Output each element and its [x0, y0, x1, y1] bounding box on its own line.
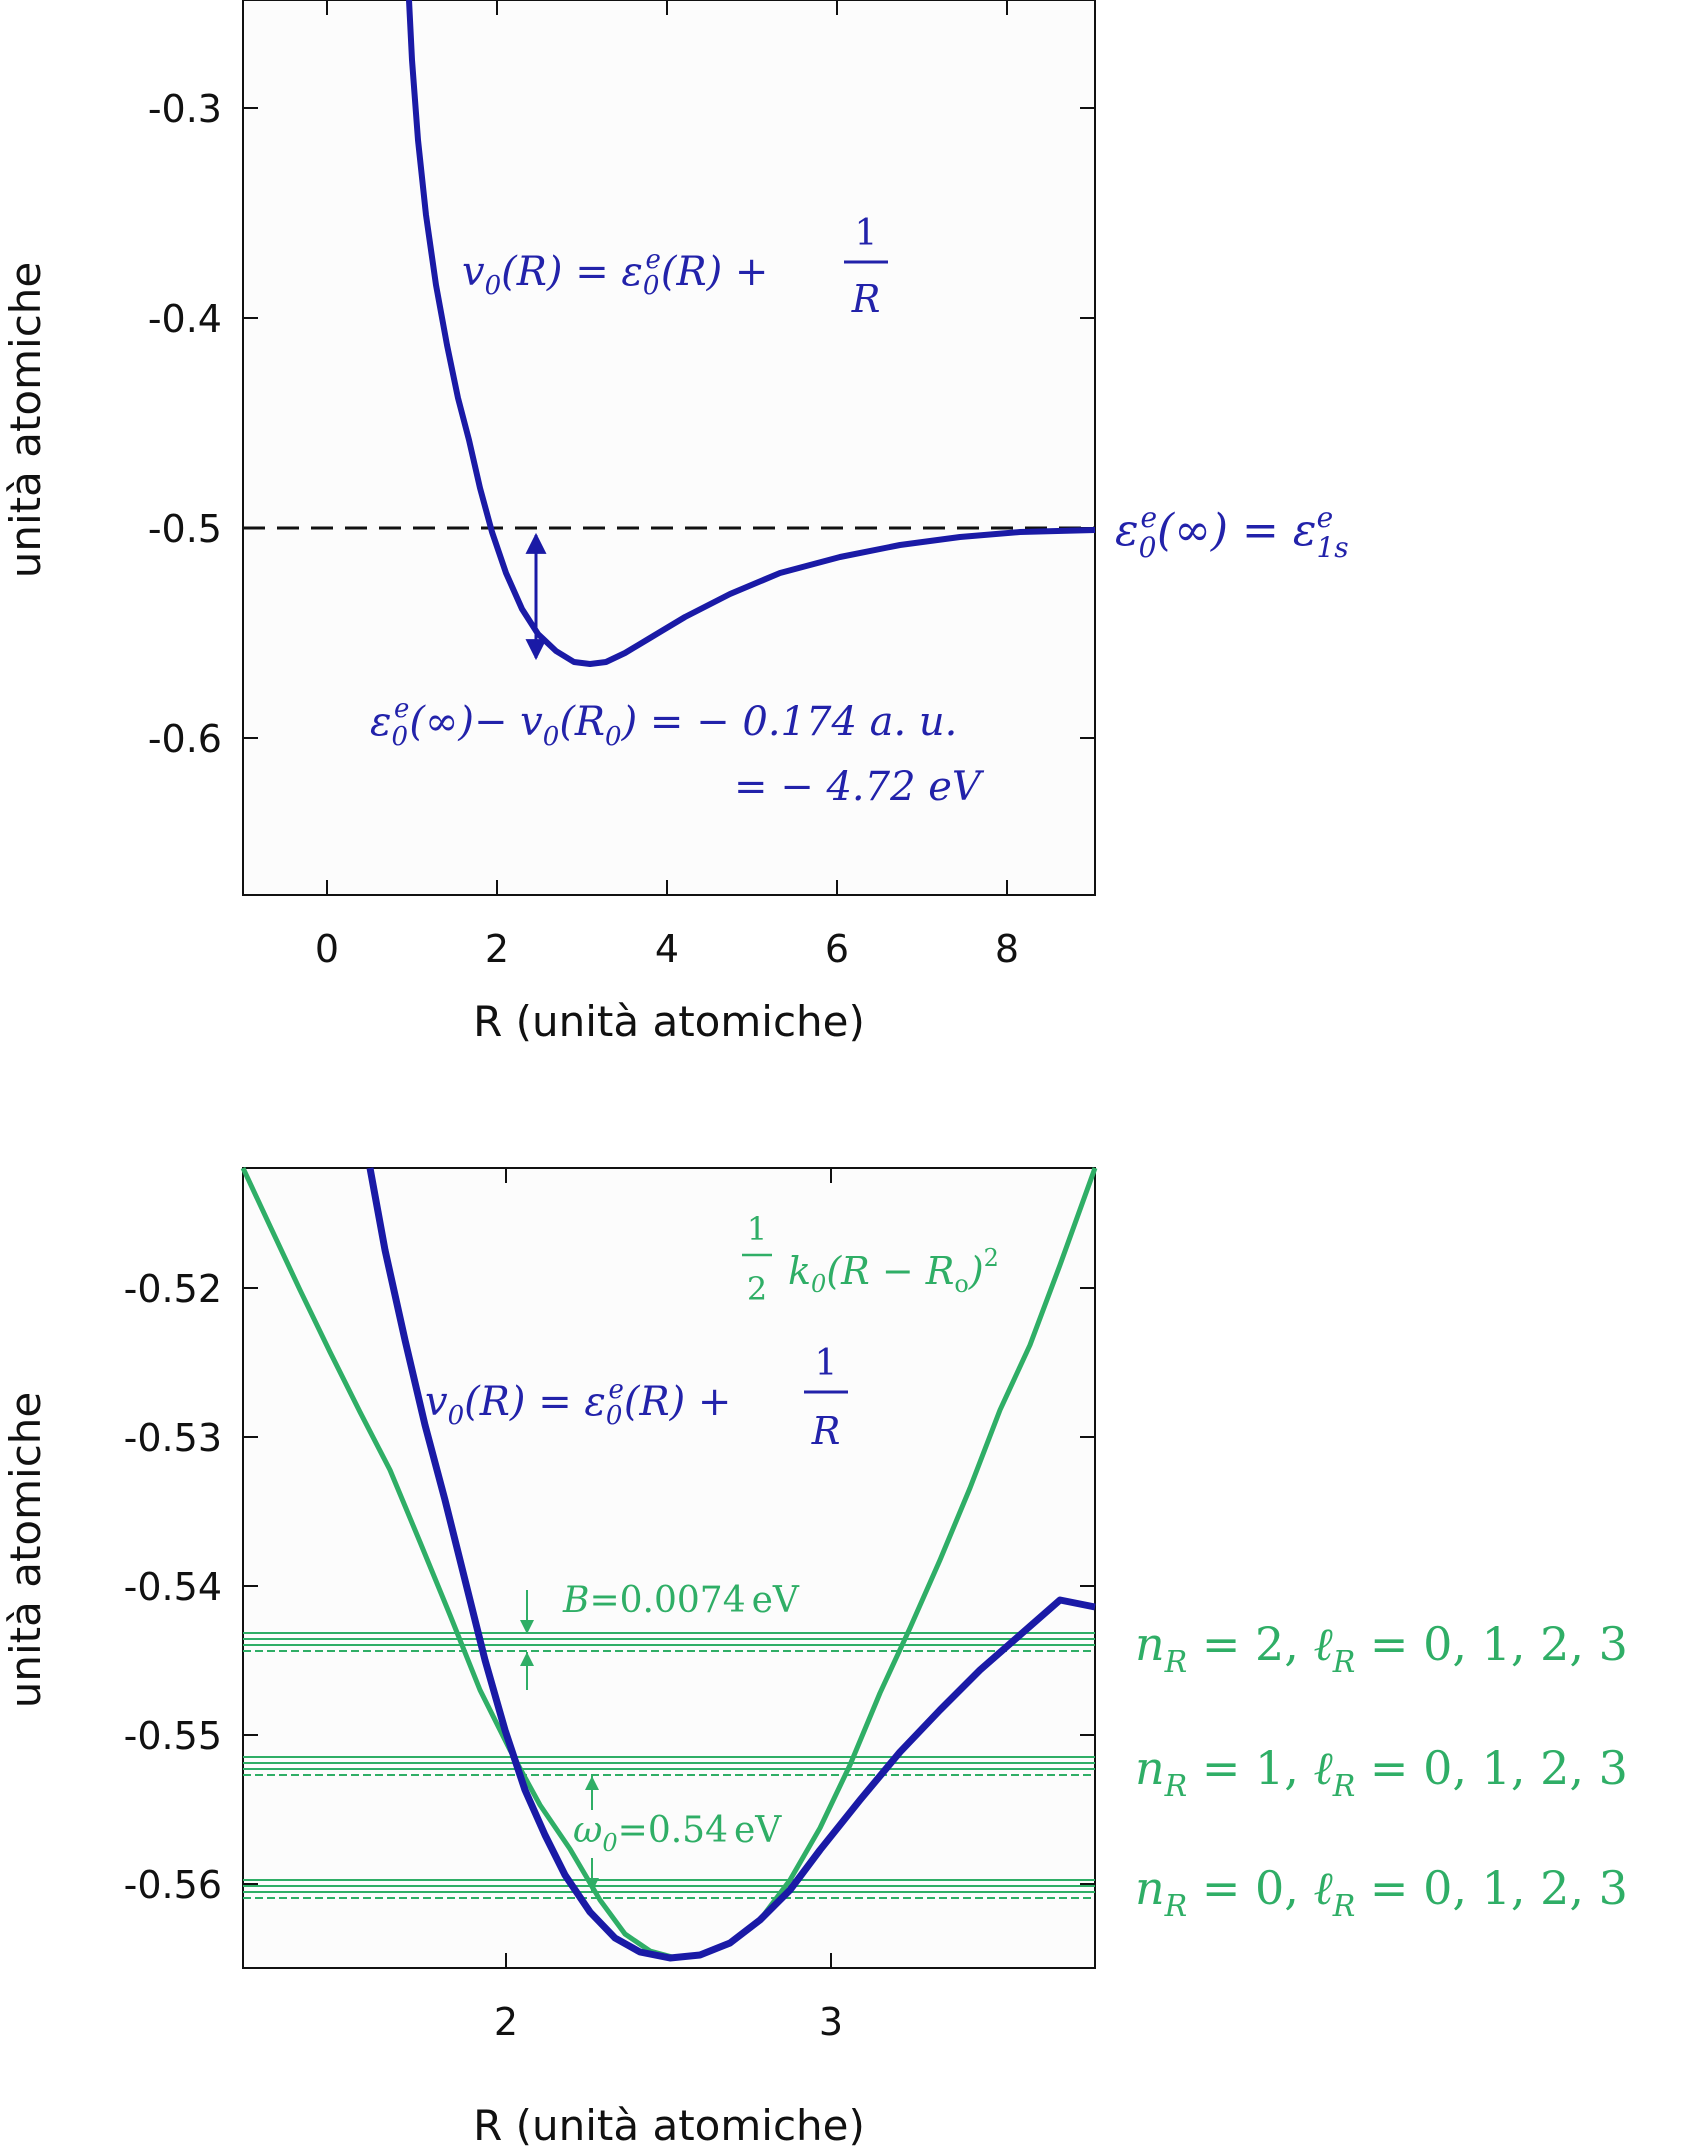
level-label-n0: nR = 0, ℓR = 0, 1, 2, 3: [1135, 1861, 1628, 1924]
svg-text:2: 2: [747, 1270, 767, 1308]
level-band-n2: [243, 1632, 1095, 1652]
top-y-tick-label: -0.4: [148, 297, 222, 341]
svg-text:1: 1: [855, 213, 878, 254]
bottom-x-tick-label: 3: [819, 2000, 843, 2044]
level-band-n0: [243, 1879, 1095, 1899]
bottom-y-axis-title: unità atomiche: [1, 1392, 50, 1709]
top-x-tick-label: 0: [315, 927, 339, 971]
top-x-ticks: [326, 0, 1008, 895]
top-x-tick-label: 8: [995, 927, 1019, 971]
top-potential-curve: [406, 0, 1096, 667]
level-band-n1: [243, 1756, 1095, 1776]
binding-energy-label-line2: = − 4.72 eV: [734, 764, 985, 810]
b-label: B=0.0074 eV: [562, 1580, 800, 1621]
svg-text:v0(R) = ε0e(R) +: v0(R) = ε0e(R) +: [462, 245, 768, 301]
top-x-axis-title: R (unità atomiche): [473, 997, 865, 1046]
top-y-tick-label: -0.5: [148, 507, 222, 551]
bottom-chart: 2 3 -0.52 -0.53 -0.54 -0.55 -0.56 R (uni…: [1, 1166, 1628, 2150]
top-y-tick-label: -0.3: [148, 87, 222, 131]
svg-text:v0(R) = ε0e(R) +: v0(R) = ε0e(R) +: [425, 1375, 731, 1431]
svg-text:R: R: [851, 277, 881, 321]
b-arrow: [520, 1590, 534, 1690]
bottom-x-axis-title: R (unità atomiche): [473, 2101, 865, 2150]
bottom-x-tick-label: 2: [494, 2000, 518, 2044]
bottom-plot-frame: [242, 1167, 1096, 1969]
bottom-y-tick-label: -0.53: [124, 1416, 222, 1460]
bottom-y-tick-label: -0.54: [124, 1565, 222, 1609]
svg-text:1: 1: [747, 1210, 767, 1248]
bottom-x-ticks: [505, 1168, 832, 1968]
bottom-y-tick-label: -0.52: [124, 1267, 222, 1311]
bottom-y-ticks: [243, 1287, 1095, 1885]
omega-label: ω0=0.54 eV: [573, 1810, 782, 1857]
top-x-tick-label: 4: [655, 927, 679, 971]
svg-text:R: R: [811, 1409, 841, 1453]
bottom-y-tick-label: -0.55: [124, 1714, 222, 1758]
bottom-potential-curve: [366, 1167, 1096, 1962]
top-y-tick-label: -0.6: [148, 717, 222, 761]
level-label-n2: nR = 2, ℓR = 0, 1, 2, 3: [1135, 1617, 1628, 1680]
top-x-tick-label: 6: [825, 927, 849, 971]
svg-text:1: 1: [815, 1343, 838, 1384]
asymptote-label: ε0e(∞) = ε1se: [1115, 501, 1349, 564]
top-x-tick-label: 2: [485, 927, 509, 971]
level-label-n1: nR = 1, ℓR = 0, 1, 2, 3: [1135, 1741, 1628, 1804]
bottom-y-tick-label: -0.56: [124, 1863, 222, 1907]
binding-energy-label-line1: ε0e(∞)− v0(R0) = − 0.174 a. u.: [370, 694, 957, 752]
top-chart: 0 2 4 6 8 -0.3 -0.4 -0.5 -0.6 R (unità a…: [1, 0, 1349, 1046]
top-y-axis-title: unità atomiche: [1, 262, 50, 579]
omega-arrow: [585, 1776, 599, 1892]
top-plot-frame: [242, 0, 1096, 896]
level-labels: nR = 2, ℓR = 0, 1, 2, 3 nR = 1, ℓR = 0, …: [1135, 1617, 1628, 1924]
top-curve-formula: v0(R) = ε0e(R) + 1 R: [462, 213, 888, 321]
bottom-curve-formula: v0(R) = ε0e(R) + 1 R: [425, 1343, 848, 1453]
